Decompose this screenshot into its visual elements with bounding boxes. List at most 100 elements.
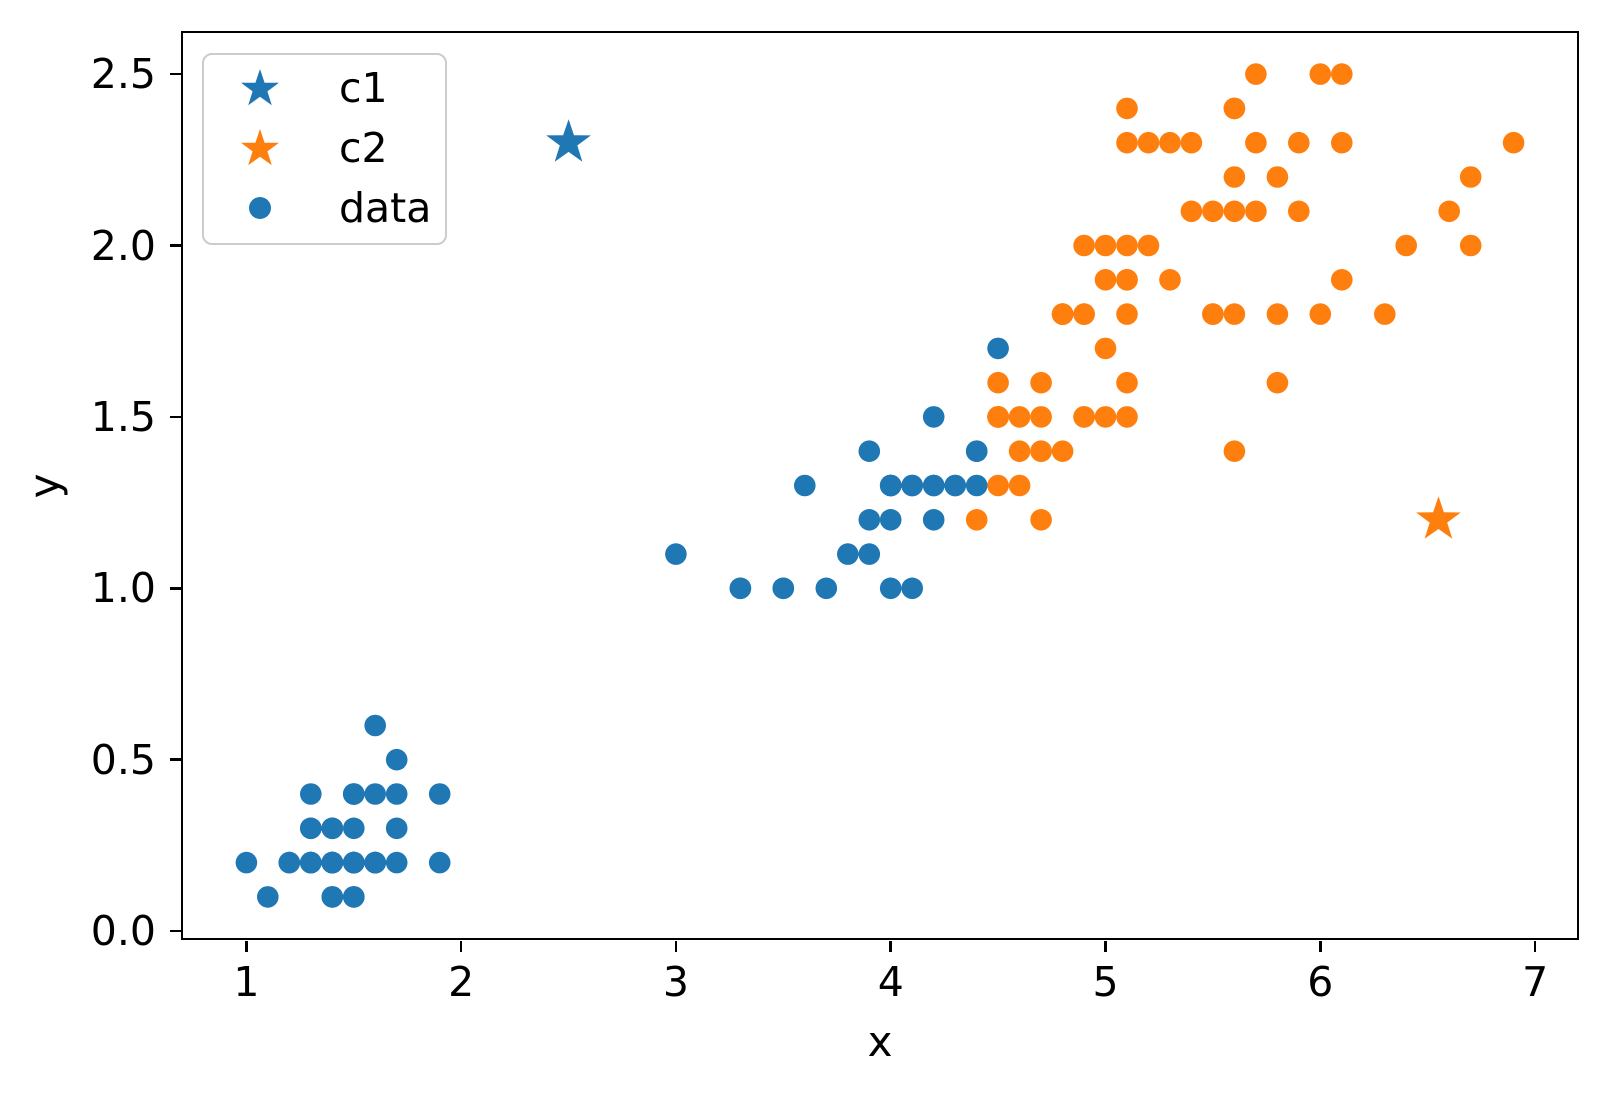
star-icon [204, 65, 316, 111]
data-point [1288, 200, 1310, 223]
data-point [901, 474, 923, 497]
legend-entry-c2: c2 [204, 118, 445, 178]
x-axis-tick [674, 940, 678, 952]
data-point [922, 406, 945, 428]
data-point [1374, 303, 1396, 325]
data-point [1116, 303, 1138, 325]
data-point [1051, 440, 1074, 463]
data-point [364, 851, 386, 874]
scatter-plot [235, 63, 1525, 908]
y-tick-label: 1.0 [90, 564, 156, 613]
data-point [901, 577, 923, 600]
star-icon [204, 125, 316, 171]
data-point [858, 440, 881, 463]
data-point [772, 577, 795, 600]
data-point [1116, 406, 1138, 428]
dot-icon [204, 197, 316, 219]
data-point [729, 577, 752, 600]
data-point [1030, 371, 1052, 394]
data-point [1051, 303, 1074, 325]
x-tick-label: 4 [877, 958, 904, 1006]
data-point [965, 474, 988, 497]
y-axis-tick [169, 587, 181, 590]
data-point [1180, 131, 1203, 154]
data-point [965, 440, 988, 463]
data-point [1030, 440, 1052, 463]
data-point [1116, 234, 1138, 257]
data-point [364, 714, 386, 737]
data-point [879, 509, 902, 531]
data-point [1116, 97, 1138, 120]
data-point [1223, 440, 1246, 463]
data-point [1073, 406, 1095, 428]
data-point [1223, 303, 1246, 325]
legend: c1 c2 data [202, 53, 447, 245]
data-point [343, 783, 365, 805]
data-point [987, 371, 1009, 394]
data-point [1438, 200, 1460, 223]
data-point [428, 851, 451, 874]
data-point [1245, 63, 1267, 85]
centroid-star-c1 [546, 119, 591, 162]
data-point [1309, 63, 1332, 85]
data-point [879, 474, 902, 497]
data-point [1159, 269, 1181, 291]
data-point [343, 886, 365, 908]
y-tick-label: 0.5 [90, 735, 156, 784]
data-point [300, 817, 322, 840]
data-point [1008, 474, 1031, 497]
legend-entry-c1: c1 [204, 58, 445, 118]
data-point [1266, 166, 1289, 188]
legend-entry-data: data [204, 178, 445, 238]
data-point [1008, 406, 1031, 428]
data-point [343, 851, 365, 874]
data-point [343, 817, 365, 840]
x-axis-tick [1319, 940, 1322, 952]
data-point [965, 509, 988, 531]
data-point [300, 851, 322, 874]
y-axis-tick [169, 929, 181, 933]
data-point [321, 817, 344, 840]
data-point [1094, 269, 1117, 291]
data-point [794, 474, 816, 497]
data-point [922, 474, 945, 497]
data-point [235, 851, 258, 874]
y-axis-tick [169, 72, 181, 76]
data-point [1008, 440, 1031, 463]
data-point [1331, 63, 1353, 85]
data-point [1223, 166, 1246, 188]
data-point [665, 543, 687, 565]
centroid-star-c2 [1416, 496, 1461, 539]
data-point [300, 783, 322, 805]
data-point [987, 337, 1009, 360]
data-point [385, 783, 408, 805]
data-point [385, 748, 408, 771]
data-point [1459, 234, 1482, 257]
data-point [1266, 371, 1289, 394]
data-point [1094, 234, 1117, 257]
data-point [1180, 200, 1203, 223]
data-point [1331, 269, 1353, 291]
data-point [1395, 234, 1417, 257]
x-axis-tick [459, 940, 463, 952]
data-point [1288, 131, 1310, 154]
y-tick-label: 1.5 [90, 392, 156, 441]
y-tick-label: 0.0 [90, 907, 156, 956]
y-tick-label: 2.0 [90, 221, 156, 270]
y-axis-label: y [20, 473, 69, 499]
y-axis-tick [169, 415, 181, 419]
data-point [922, 509, 945, 531]
data-point [1030, 509, 1052, 531]
x-axis-tick [245, 940, 248, 952]
legend-label: c2 [339, 124, 388, 172]
data-point [1116, 269, 1138, 291]
y-axis-tick [169, 244, 181, 247]
y-axis-tick [169, 758, 181, 761]
data-point [1202, 303, 1224, 325]
x-axis-tick [1533, 940, 1537, 952]
x-tick-label: 6 [1307, 958, 1334, 1006]
data-point [1116, 131, 1138, 154]
x-tick-label: 1 [233, 958, 260, 1006]
data-point [1309, 303, 1332, 325]
